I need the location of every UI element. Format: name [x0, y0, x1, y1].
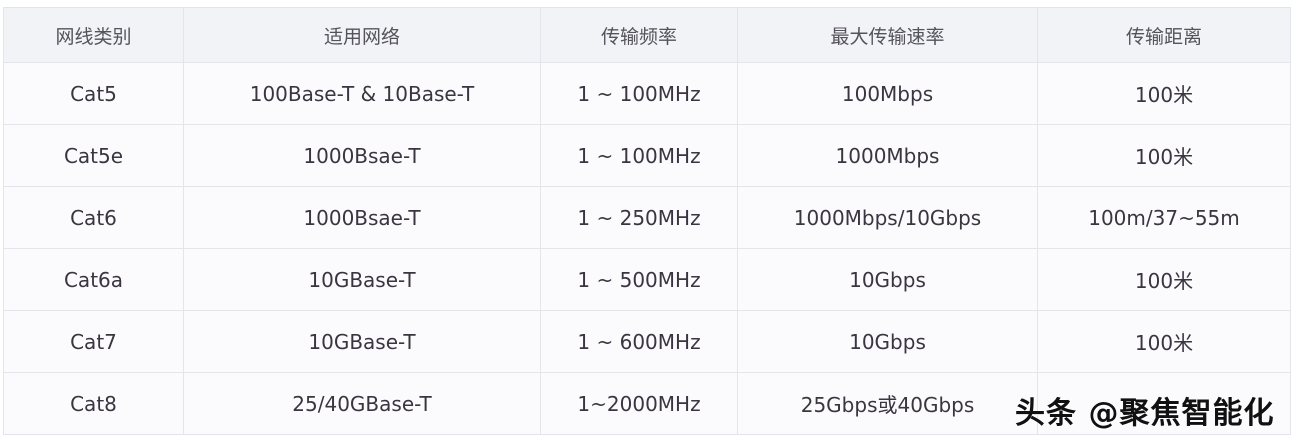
table-cell: Cat6	[3, 186, 184, 249]
table-row: Cat6a 10GBase-T 1 ~ 500MHz 10Gbps 100米	[3, 248, 1291, 311]
table-cell: 10Gbps	[737, 248, 1038, 311]
table-cell: 100米	[1037, 62, 1291, 125]
table-row: Cat8 25/40GBase-T 1~2000MHz 25Gbps或40Gbps	[3, 372, 1291, 435]
table-cell: 1 ~ 500MHz	[540, 248, 738, 311]
table-cell: 100米	[1037, 248, 1291, 311]
table-cell: 100Base-T & 10Base-T	[183, 62, 541, 125]
table-cell: 25/40GBase-T	[183, 372, 541, 435]
table-cell: 10GBase-T	[183, 310, 541, 373]
watermark: 头条 @聚焦智能化	[1015, 396, 1275, 431]
column-header: 最大传输速率	[737, 7, 1038, 63]
table-cell: 1 ~ 100MHz	[540, 62, 738, 125]
table-cell: 10Gbps	[737, 310, 1038, 373]
table-row: Cat5e 1000Bsae-T 1 ~ 100MHz 1000Mbps 100米	[3, 124, 1291, 187]
table-cell: 1000Bsae-T	[183, 124, 541, 187]
table-cell: 1 ~ 100MHz	[540, 124, 738, 187]
table-cell: Cat5	[3, 62, 184, 125]
table-cell: 100米	[1037, 124, 1291, 187]
table-cell: 10GBase-T	[183, 248, 541, 311]
cable-spec-table: 网线类别 适用网络 传输频率 最大传输速率 传输距离 Cat5 100Base-T & 1…	[3, 7, 1291, 435]
column-header: 传输距离	[1037, 7, 1291, 63]
table-cell: 1 ~ 600MHz	[540, 310, 738, 373]
header-row: 网线类别 适用网络 传输频率 最大传输速率 传输距离	[3, 7, 1291, 63]
table-cell: Cat8	[3, 372, 184, 435]
column-header: 网线类别	[3, 7, 184, 63]
table-row: Cat5 100Base-T & 10Base-T 1 ~ 100MHz 100Mbp…	[3, 62, 1291, 125]
table-cell: Cat7	[3, 310, 184, 373]
table-row: Cat7 10GBase-T 1 ~ 600MHz 10Gbps 100米	[3, 310, 1291, 373]
table-cell: Cat5e	[3, 124, 184, 187]
table-cell: Cat6a	[3, 248, 184, 311]
table-row: Cat6 1000Bsae-T 1 ~ 250MHz 1000Mbps/10Gbps 1…	[3, 186, 1291, 249]
table-cell: 25Gbps或40Gbps	[737, 372, 1038, 435]
table-cell: 100Mbps	[737, 62, 1038, 125]
table-cell	[1037, 372, 1291, 435]
table-cell: 100米	[1037, 310, 1291, 373]
table-cell: 1000Bsae-T	[183, 186, 541, 249]
column-header: 传输频率	[540, 7, 738, 63]
table-cell: 1000Mbps	[737, 124, 1038, 187]
column-header: 适用网络	[183, 7, 541, 63]
table-cell: 1 ~ 250MHz	[540, 186, 738, 249]
table-cell: 100m/37~55m	[1037, 186, 1291, 249]
table-cell: 1~2000MHz	[540, 372, 738, 435]
table-cell: 1000Mbps/10Gbps	[737, 186, 1038, 249]
